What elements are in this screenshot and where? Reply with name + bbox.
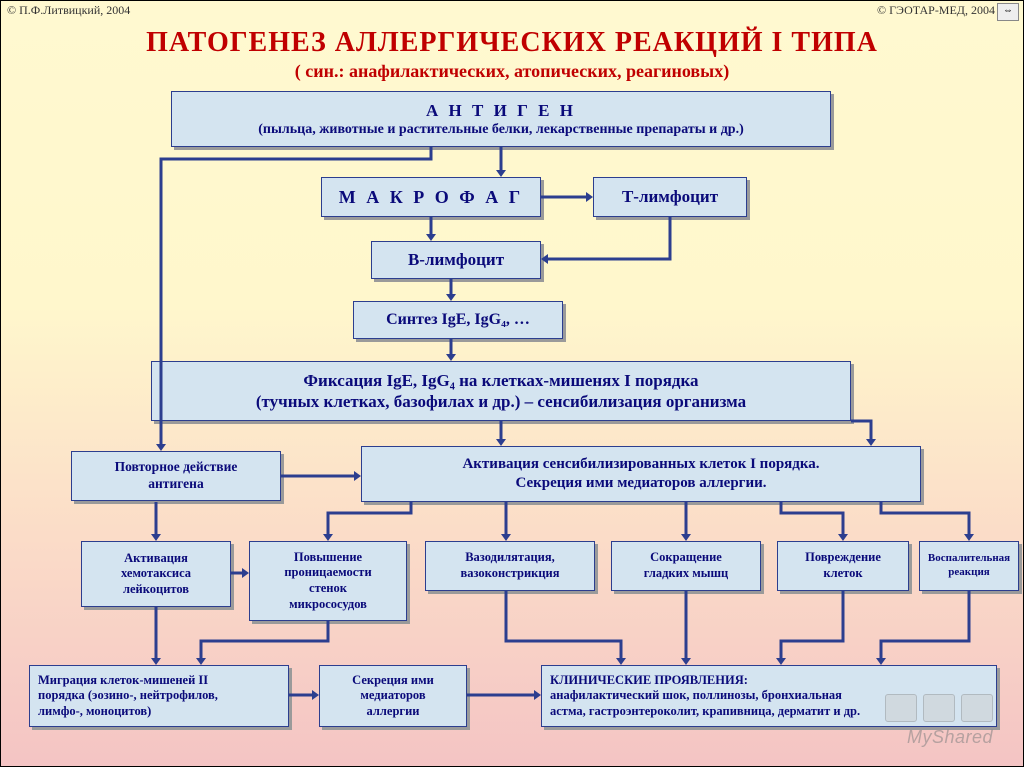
row-f-l1: Воспалительная (928, 552, 1010, 566)
wm-icon-3 (961, 694, 993, 722)
row-d-l1: Сокращение (650, 550, 722, 566)
row-b-l4: микрососудов (289, 597, 367, 613)
node-smooth-muscle: Сокращение гладких мышц (611, 541, 761, 591)
antigen-sub: (пыльца, животные и растительные белки, … (258, 121, 743, 139)
fixation-l1: Фиксация IgE, IgG₄ на клетках-мишенях I … (303, 370, 698, 391)
repeat-l1: Повторное действие (115, 459, 238, 476)
slide-subtitle: ( син.: анафилактических, атопических, р… (1, 61, 1023, 82)
clinical-l2: анафилактический шок, поллинозы, бронхиа… (550, 688, 842, 704)
clinical-l1: КЛИНИЧЕСКИЕ ПРОЯВЛЕНИЯ: (550, 673, 748, 689)
node-chemotaxis: Активация хемотаксиса лейкоцитов (81, 541, 231, 607)
node-activation: Активация сенсибилизированных клеток I п… (361, 446, 921, 502)
row-a-l3: лейкоцитов (123, 582, 189, 598)
node-cell-damage: Повреждение клеток (777, 541, 909, 591)
row-b-l3: стенок (309, 581, 347, 597)
slide-title: ПАТОГЕНЕЗ АЛЛЕРГИЧЕСКИХ РЕАКЦИЙ I ТИПА (1, 27, 1023, 59)
node-antigen: А Н Т И Г Е Н (пыльца, животные и растит… (171, 91, 831, 147)
copyright-right: © ГЭОТАР-МЕД, 2004 (877, 3, 995, 18)
node-b-lymphocyte: В-лимфоцит (371, 241, 541, 279)
wm-icon-1 (885, 694, 917, 722)
row-e-l1: Повреждение (805, 550, 881, 566)
migration-l2: порядка (эозино-, нейтрофилов, (38, 688, 218, 704)
activation-l2: Секреция ими медиаторов аллергии. (515, 474, 766, 493)
row-e-l2: клеток (823, 566, 862, 582)
slide-canvas: © П.Ф.Литвицкий, 2004 © ГЭОТАР-МЕД, 2004… (0, 0, 1024, 767)
node-permeability: Повышение проницаемости стенок микрососу… (249, 541, 407, 621)
node-t-lymphocyte: Т-лимфоцит (593, 177, 747, 217)
node-macrophage: М А К Р О Ф А Г (321, 177, 541, 217)
row-b-l1: Повышение (294, 550, 362, 566)
nav-arrows-icon[interactable]: ⇔ (997, 3, 1019, 21)
antigen-title: А Н Т И Г Е Н (426, 100, 576, 121)
row-a-l1: Активация (124, 551, 188, 567)
node-inflammation: Воспалительная реакция (919, 541, 1019, 591)
migration-l1: Миграция клеток-мишеней II (38, 673, 208, 689)
secretion-l2: медиаторов (360, 688, 425, 704)
copyright-left: © П.Ф.Литвицкий, 2004 (7, 3, 130, 18)
row-a-l2: хемотаксиса (121, 566, 191, 582)
row-d-l2: гладких мышц (644, 566, 728, 582)
row-c-l2: вазоконстрикция (460, 566, 559, 582)
wm-icon-2 (923, 694, 955, 722)
activation-l1: Активация сенсибилизированных клеток I п… (462, 455, 819, 474)
node-secretion: Секреция ими медиаторов аллергии (319, 665, 467, 727)
watermark-icons (885, 694, 993, 722)
row-f-l2: реакция (948, 566, 989, 580)
fixation-l2: (тучных клетках, базофилах и др.) – сенс… (256, 391, 746, 412)
secretion-l1: Секреция ими (352, 673, 434, 689)
row-c-l1: Вазодилятация, (465, 550, 555, 566)
clinical-l3: астма, гастроэнтероколит, крапивница, де… (550, 704, 860, 720)
repeat-l2: антигена (148, 476, 203, 493)
node-repeat-antigen: Повторное действие антигена (71, 451, 281, 501)
row-b-l2: проницаемости (284, 565, 371, 581)
node-synthesis: Синтез IgE, IgG₄, … (353, 301, 563, 339)
watermark-text: MyShared (907, 727, 993, 748)
node-vasodilation: Вазодилятация, вазоконстрикция (425, 541, 595, 591)
node-migration: Миграция клеток-мишеней II порядка (эози… (29, 665, 289, 727)
secretion-l3: аллергии (367, 704, 420, 720)
node-fixation: Фиксация IgE, IgG₄ на клетках-мишенях I … (151, 361, 851, 421)
migration-l3: лимфо-, моноцитов) (38, 704, 151, 720)
